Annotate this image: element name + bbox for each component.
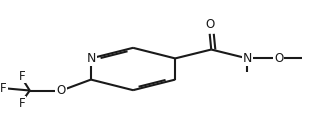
Text: N: N xyxy=(243,52,252,65)
Text: O: O xyxy=(205,18,214,31)
Text: F: F xyxy=(19,70,25,83)
Text: N: N xyxy=(86,52,96,65)
Text: O: O xyxy=(57,84,66,97)
Text: O: O xyxy=(274,52,283,65)
Text: F: F xyxy=(0,82,6,95)
Text: F: F xyxy=(19,97,25,110)
